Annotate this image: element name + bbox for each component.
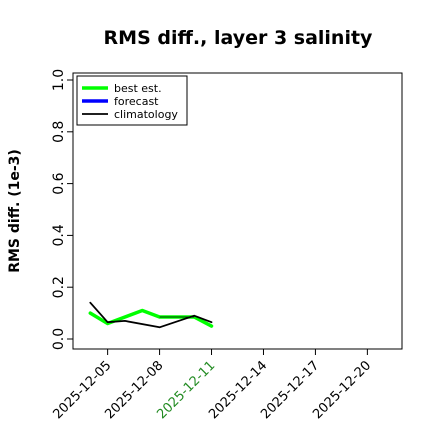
y-tick-label: 0.6 — [51, 172, 67, 194]
x-axis: 2025-12-052025-12-082025-12-112025-12-14… — [50, 349, 374, 422]
y-tick-label: 0.2 — [51, 276, 67, 298]
series-layer — [88, 301, 214, 329]
legend-label: climatology — [114, 108, 178, 121]
y-tick-label: 0.8 — [51, 121, 67, 143]
y-axis-label: RMS diff. (1e-3) — [7, 149, 23, 273]
y-tick-label: 1.0 — [51, 69, 67, 91]
y-tick-label: 0.4 — [51, 224, 67, 246]
legend-label: forecast — [114, 95, 159, 108]
chart-title: RMS diff., layer 3 salinity — [104, 27, 374, 49]
series-line-best-est — [88, 308, 214, 328]
y-tick-label: 0.0 — [51, 328, 67, 350]
legend-label: best est. — [114, 82, 162, 95]
y-axis: 0.0 0.2 0.4 0.6 0.8 1.0 — [51, 69, 73, 350]
series-line-climatology — [89, 301, 213, 329]
